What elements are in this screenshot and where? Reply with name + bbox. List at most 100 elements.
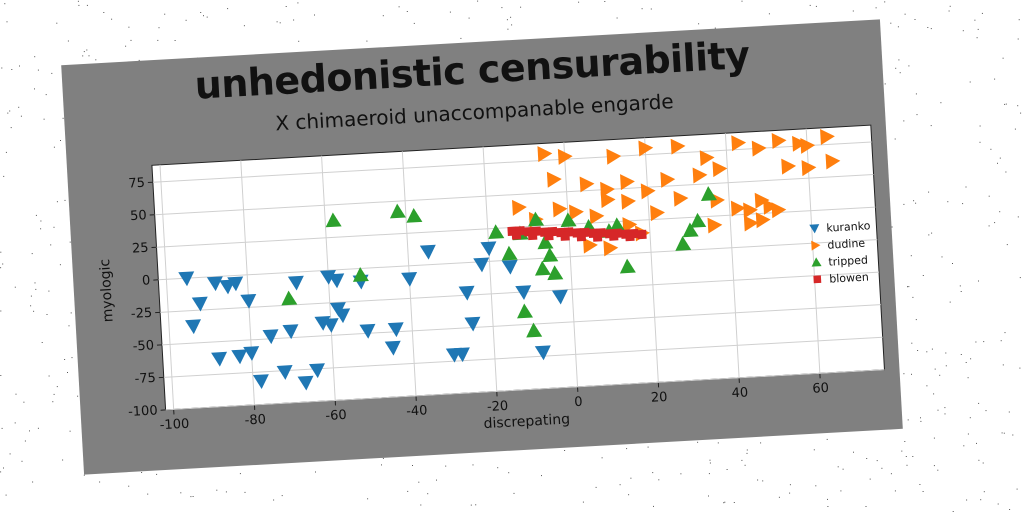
kuranko-point	[419, 244, 436, 260]
speckle-dot	[999, 211, 1001, 213]
x-gridline	[482, 146, 498, 392]
speckle-dot	[884, 1, 886, 3]
kuranko-point	[282, 324, 299, 340]
speckle-dot	[1002, 57, 1004, 59]
speckle-dot	[724, 501, 726, 503]
speckle-dot	[41, 342, 43, 343]
legend-label-tripped: tripped	[828, 253, 868, 268]
speckle-dot	[7, 112, 9, 114]
speckle-dot	[904, 13, 906, 15]
speckle-dot	[19, 65, 20, 67]
speckle-dot	[981, 12, 983, 14]
speckle-dot	[156, 473, 158, 475]
speckle-dot	[1009, 509, 1011, 510]
speckle-dot	[619, 484, 621, 486]
y-gridline	[161, 304, 881, 346]
dudine-point	[792, 135, 807, 152]
dudine-point	[781, 158, 797, 175]
speckle-dot	[915, 319, 917, 321]
speckle-dot	[37, 69, 39, 71]
speckle-dot	[908, 286, 910, 288]
speckle-dot	[894, 138, 896, 140]
speckle-dot	[70, 312, 72, 314]
speckle-dot	[726, 469, 728, 470]
x-tick-label: 60	[812, 381, 829, 397]
speckle-dot	[77, 395, 79, 397]
speckle-dot	[920, 417, 921, 419]
tripped-point	[389, 203, 406, 219]
speckle-dot	[934, 368, 936, 370]
speckle-dot	[4, 3, 6, 5]
speckle-dot	[276, 21, 278, 23]
speckle-dot	[930, 28, 932, 30]
speckle-dot	[947, 201, 949, 203]
speckle-dot	[916, 114, 918, 116]
speckle-dot	[901, 450, 903, 452]
speckle-dot	[630, 477, 632, 479]
kuranko-point	[384, 340, 401, 356]
speckle-dot	[130, 39, 132, 41]
dudine-point	[621, 193, 636, 210]
speckle-dot	[949, 5, 951, 7]
speckle-dot	[650, 8, 652, 10]
speckle-dot	[281, 495, 283, 497]
speckle-dot	[789, 484, 791, 486]
kuranko-point	[185, 319, 201, 335]
speckle-dot	[315, 471, 316, 473]
speckle-dot	[62, 117, 64, 119]
tripped-point	[560, 212, 577, 228]
speckle-dot	[1019, 277, 1021, 279]
speckle-dot	[99, 481, 101, 483]
speckle-dot	[746, 449, 748, 451]
speckle-dot	[903, 373, 905, 375]
speckle-dot	[5, 494, 7, 496]
speckle-dot	[647, 446, 649, 448]
speckle-dot	[990, 148, 992, 150]
dudine-point	[707, 217, 723, 234]
dudine-point	[751, 140, 767, 157]
legend-marker-blowen	[813, 275, 822, 284]
speckle-dot	[190, 496, 192, 498]
speckle-dot	[5, 151, 7, 153]
speckle-dot	[200, 12, 202, 13]
speckle-dot	[128, 485, 130, 487]
speckle-dot	[741, 459, 743, 461]
speckle-dot	[937, 409, 939, 411]
speckle-dot	[1017, 38, 1019, 40]
speckle-dot	[1000, 340, 1002, 342]
speckle-dot	[723, 502, 725, 504]
speckle-dot	[895, 67, 897, 69]
speckle-dot	[407, 490, 409, 492]
y-gridline	[152, 141, 872, 183]
speckle-dot	[77, 0, 79, 2]
speckle-dot	[941, 256, 943, 258]
dudine-point	[650, 205, 665, 222]
speckle-dot	[959, 285, 961, 287]
legend-marker-tripped	[811, 257, 822, 267]
speckle-dot	[51, 72, 53, 74]
speckle-dot	[227, 8, 229, 10]
tripped-point	[547, 265, 564, 281]
speckle-dot	[83, 474, 85, 476]
speckle-dot	[897, 26, 899, 28]
speckle-dot	[658, 479, 660, 481]
speckle-dot	[1018, 19, 1020, 21]
speckle-dot	[979, 125, 981, 127]
speckle-dot	[398, 6, 400, 8]
speckle-dot	[967, 433, 969, 435]
speckle-dot	[842, 468, 844, 470]
speckle-dot	[30, 295, 32, 297]
speckle-dot	[988, 225, 990, 227]
speckle-dot	[869, 478, 871, 480]
speckle-dot	[293, 19, 295, 21]
tripped-point	[682, 222, 699, 238]
speckle-dot	[88, 55, 90, 57]
speckle-dot	[905, 456, 907, 457]
x-gridline	[563, 142, 579, 387]
speckle-dot	[912, 296, 914, 298]
speckle-dot	[14, 422, 16, 424]
kuranko-point	[227, 276, 244, 292]
speckle-dot	[815, 5, 817, 7]
speckle-dot	[1004, 103, 1006, 105]
speckle-dot	[944, 407, 946, 409]
